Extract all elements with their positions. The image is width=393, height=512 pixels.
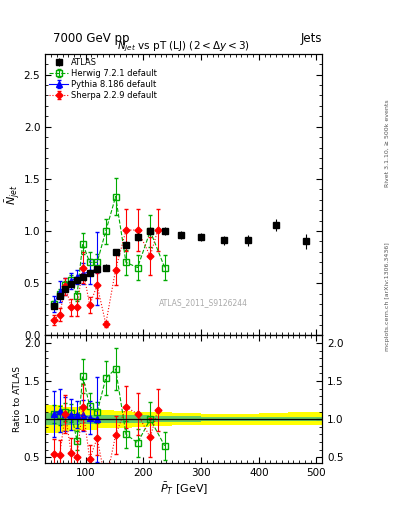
Text: Jets: Jets xyxy=(301,32,322,45)
Text: 7000 GeV pp: 7000 GeV pp xyxy=(53,32,130,45)
Y-axis label: Ratio to ATLAS: Ratio to ATLAS xyxy=(13,367,22,432)
Title: $N_{jet}$ vs pT (LJ) $(2 < \Delta y < 3)$: $N_{jet}$ vs pT (LJ) $(2 < \Delta y < 3)… xyxy=(117,39,250,54)
X-axis label: $\bar{P}_T$ [GeV]: $\bar{P}_T$ [GeV] xyxy=(160,481,208,497)
Text: ATLAS_2011_S9126244: ATLAS_2011_S9126244 xyxy=(159,298,248,307)
Y-axis label: $\bar{N}_{jet}$: $\bar{N}_{jet}$ xyxy=(4,184,22,205)
Text: mcplots.cern.ch [arXiv:1306.3436]: mcplots.cern.ch [arXiv:1306.3436] xyxy=(385,243,389,351)
Text: Rivet 3.1.10, ≥ 500k events: Rivet 3.1.10, ≥ 500k events xyxy=(385,99,389,187)
Legend: ATLAS, Herwig 7.2.1 default, Pythia 8.186 default, Sherpa 2.2.9 default: ATLAS, Herwig 7.2.1 default, Pythia 8.18… xyxy=(48,56,158,102)
